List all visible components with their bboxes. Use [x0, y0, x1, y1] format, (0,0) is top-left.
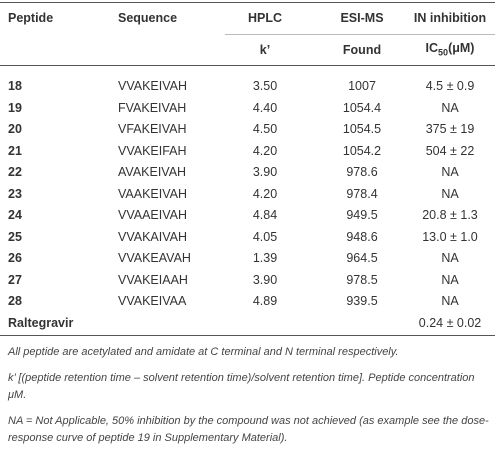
bottom-rule — [0, 335, 495, 336]
table-cell: AVAKEIVAH — [118, 165, 187, 179]
table-cell: 3.90 — [252, 272, 278, 287]
column-header: Sequence — [118, 11, 178, 25]
table-cell: 949.5 — [346, 208, 378, 222]
table-cell: FVAKEIVAH — [118, 100, 187, 115]
table-cell: VVAKEAVAH — [118, 251, 191, 265]
row-label: 28 — [8, 294, 22, 308]
column-header: ESI-MS — [340, 11, 384, 25]
table-cell: 4.50 — [252, 122, 278, 136]
row-label: Raltegravir — [8, 315, 74, 330]
row-label: 25 — [8, 229, 22, 244]
table-cell: 1054.4 — [342, 100, 382, 115]
row-label: 19 — [8, 100, 22, 115]
row-label: 23 — [8, 186, 22, 201]
footnote: k’ [(peptide retention time – solvent re… — [8, 372, 475, 401]
column-header: HPLC — [247, 11, 283, 25]
table-cell: 3.90 — [252, 165, 278, 179]
table-cell: 375 ± 19 — [425, 122, 475, 136]
subheader-part: 50 — [438, 47, 449, 58]
column-subheader: IC50(μM) — [390, 40, 495, 61]
table-cell: 1.39 — [252, 251, 278, 265]
table-cell: 13.0 ± 1.0 — [422, 229, 478, 244]
table-cell: 978.6 — [346, 165, 378, 179]
row-label: 27 — [8, 272, 22, 287]
table-cell: VFAKEIVAH — [118, 122, 187, 136]
footnotes: All peptide are acetylated and amidate a… — [8, 344, 492, 456]
table-cell: VVAKEIFAH — [118, 143, 187, 158]
header-rule — [0, 65, 495, 66]
table-cell: NA — [441, 251, 459, 265]
row-label: 20 — [8, 122, 22, 136]
row-label: 22 — [8, 165, 22, 179]
column-header: IN inhibition — [413, 11, 487, 25]
table-cell: 948.6 — [346, 229, 378, 244]
footnote: NA = Not Applicable, 50% inhibition by t… — [8, 415, 489, 444]
table-cell: 4.40 — [252, 100, 278, 115]
table-cell: 1054.2 — [342, 143, 382, 158]
top-rule — [0, 2, 495, 3]
footnote: All peptide are acetylated and amidate a… — [8, 346, 399, 358]
table-cell: 978.5 — [346, 272, 378, 287]
row-label: 18 — [8, 79, 22, 93]
table-cell: 0.24 ± 0.02 — [418, 315, 482, 330]
table-cell: NA — [441, 186, 459, 201]
table-cell: NA — [441, 100, 459, 115]
table-cell: 3.50 — [252, 79, 278, 93]
table-cell: VVAKEIVAH — [118, 79, 188, 93]
table-cell: 4.5 ± 0.9 — [425, 79, 475, 93]
table-cell: 504 ± 22 — [425, 143, 475, 158]
table-cell: VVAKEIAAH — [118, 272, 188, 287]
table-cell: NA — [441, 294, 459, 308]
row-label: 21 — [8, 143, 22, 158]
table-cell: 1054.5 — [342, 122, 382, 136]
table-cell: 964.5 — [346, 251, 378, 265]
column-subheader: k’ — [259, 43, 271, 57]
row-label: 26 — [8, 251, 22, 265]
group-rule — [225, 34, 495, 35]
table-cell: VVAAEIVAH — [118, 208, 188, 222]
table-cell: 4.89 — [252, 294, 278, 308]
table-cell: 4.84 — [252, 208, 278, 222]
table-cell: NA — [441, 165, 459, 179]
table-cell: 4.20 — [252, 186, 278, 201]
row-label: 24 — [8, 208, 22, 222]
table-cell: 20.8 ± 1.3 — [422, 208, 478, 222]
table-cell: NA — [441, 272, 459, 287]
subheader-part: (μM) — [448, 40, 475, 55]
table-cell: 939.5 — [346, 294, 378, 308]
table-cell: 978.4 — [346, 186, 378, 201]
table-cell: 4.20 — [252, 143, 278, 158]
table-cell: VAAKEIVAH — [118, 186, 188, 201]
subheader-part: IC — [425, 40, 439, 55]
table-cell: 4.05 — [252, 229, 278, 244]
column-header: Peptide — [8, 11, 54, 25]
table-cell: VVAKEIVAA — [118, 294, 187, 308]
table-cell: VVAKAIVAH — [118, 229, 188, 244]
table-cell: 1007 — [348, 79, 376, 93]
column-subheader: Found — [342, 43, 382, 57]
